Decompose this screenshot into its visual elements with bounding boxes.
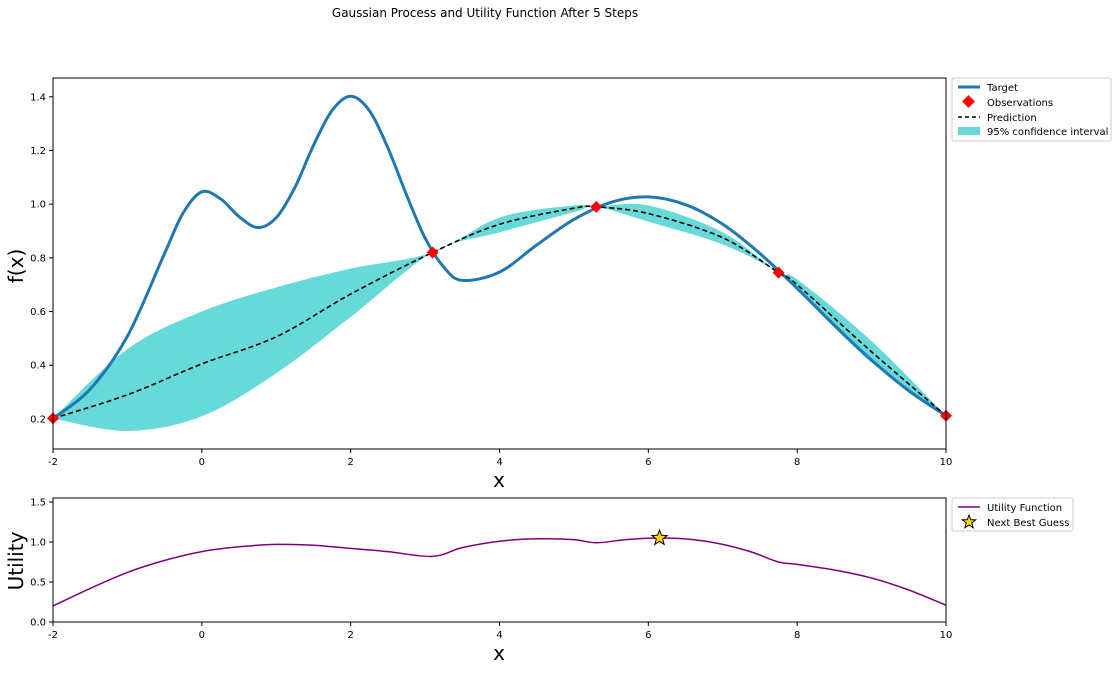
x-tick-label: 0 [199,457,205,468]
axes-frame-top [52,77,947,450]
utility-axes: -2 0 2 4 6 8 10 0.0 0.5 1.0 1.5 [30,497,953,641]
legend-guess-label: Next Best Guess [987,518,1069,529]
y-tick-label: 1.2 [30,146,46,157]
utility-line [52,537,947,607]
x-tick-label: 4 [496,630,502,641]
y-tick-label: 0.0 [30,618,46,629]
confidence-interval-band [53,203,946,432]
legend-prediction-label: Prediction [987,113,1037,124]
x-tick-label: 10 [940,457,953,468]
y-axis-label-top: f(x) [4,249,28,283]
legend-observations-label: Observations [987,98,1053,109]
legend-bottom: Utility Function Next Best Guess [951,497,1074,532]
x-tick-label: 8 [794,457,800,468]
x-axis-label-bottom: x [493,641,505,665]
y-tick-label: 0.5 [30,578,46,589]
observation-point [426,246,439,259]
y-tick-label: 0.6 [30,307,46,318]
axes-frame-bottom [52,497,947,623]
x-tick-label: -2 [48,630,58,641]
observation-point [590,200,603,213]
x-tick-label: 6 [645,630,651,641]
x-tick-label: 8 [794,630,800,641]
y-tick-label: 0.8 [30,253,46,264]
prediction-line [52,205,947,420]
legend-ci-swatch [958,127,980,135]
legend-ci-label: 95% confidence interval [987,127,1108,138]
gp-axes: -2 0 2 4 6 8 10 0.2 0.4 0.6 0.8 1.0 1.2 1.4 [30,77,953,468]
y-tick-label: 1.0 [30,538,46,549]
x-tick-label: 2 [347,630,353,641]
chart-title: Gaussian Process and Utility Function Af… [332,6,638,20]
observation-point [772,266,785,279]
x-tick-label: 2 [347,457,353,468]
x-tick-label: 4 [496,457,502,468]
x-tick-label: 6 [645,457,651,468]
x-tick-label: -2 [48,457,58,468]
next-best-guess-star [650,528,669,546]
x-axis-label-top: x [493,468,505,492]
y-tick-label: 1.5 [30,498,46,509]
y-tick-label: 1.0 [30,200,46,211]
legend-utility-label: Utility Function [987,503,1062,514]
legend-star-icon [960,513,978,529]
y-tick-label: 1.4 [30,92,46,103]
x-tick-label: 10 [940,630,953,641]
y-axis-label-bottom: Utility [4,531,28,590]
legend-top: Target Observations Prediction 95% confi… [951,77,1112,142]
target-line [53,94,946,420]
y-tick-label: 0.2 [30,414,46,425]
y-tick-label: 0.4 [30,361,46,372]
x-tick-label: 0 [199,630,205,641]
legend-target-label: Target [986,83,1018,94]
